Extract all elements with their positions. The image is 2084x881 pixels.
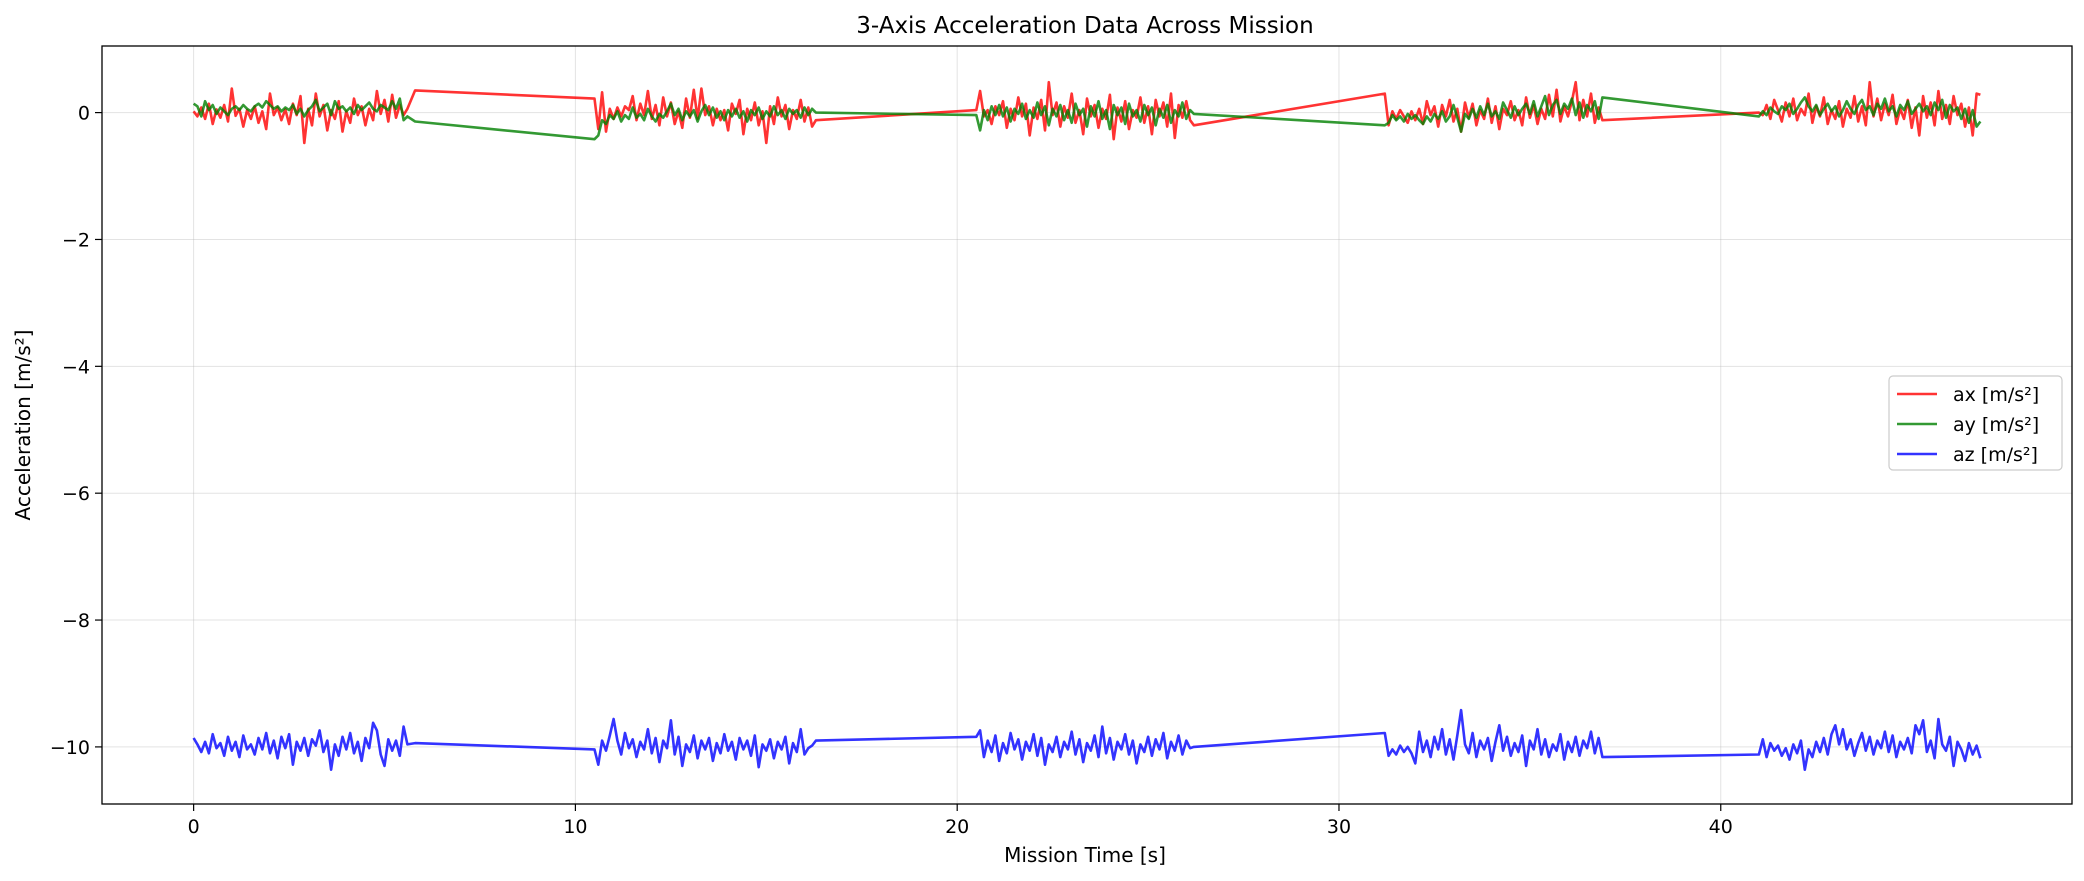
x-tick-label: 40 [1709,816,1733,838]
y-tick-label: −10 [50,737,90,759]
legend: ax [m/s²] ay [m/s²] az [m/s²] [1888,375,2063,471]
x-tick-label: 10 [563,816,587,838]
y-tick-label: −4 [62,356,90,378]
series-line-3 [192,708,1982,772]
legend-label: ax [m/s²] [1953,384,2039,406]
plot-area-frame [101,45,2073,805]
legend-label: az [m/s²] [1953,444,2038,466]
y-tick-label: −6 [62,483,90,505]
x-tick-label: 20 [945,816,969,838]
series-line-2 [192,94,1982,141]
y-tick-label: 0 [78,103,90,125]
legend-label: ay [m/s²] [1953,414,2039,436]
y-axis-label: Acceleration [m/s²] [11,330,35,521]
x-tick-label: 0 [188,816,200,838]
y-tick-label: −8 [62,610,90,632]
x-tick-label: 30 [1327,816,1351,838]
chart-title: 3-Axis Acceleration Data Across Mission [856,13,1313,39]
x-axis-label: Mission Time [s] [1004,843,1166,867]
axis-ticks: 0 10 20 30 40 0 −2 −4 −6 −8 −10 [50,103,1733,838]
legend-box [1888,375,2063,471]
y-tick-label: −2 [62,229,90,251]
series-lines [192,80,1982,772]
